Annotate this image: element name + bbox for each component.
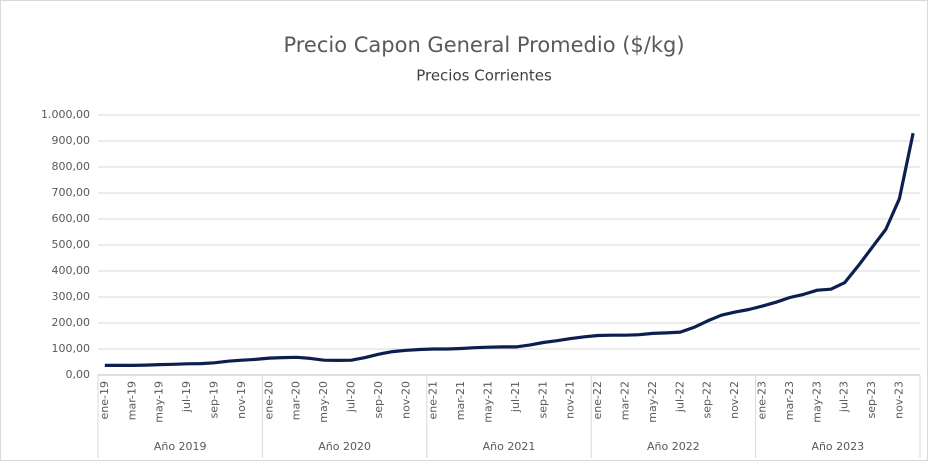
y-tick-label: 900,00 — [52, 134, 91, 147]
group-label: Año 2019 — [154, 440, 207, 453]
y-tick-label: 500,00 — [52, 238, 91, 251]
y-tick-label: 400,00 — [52, 264, 91, 277]
x-tick-label: jul-19 — [180, 381, 193, 413]
y-tick-label: 0,00 — [66, 368, 91, 381]
group-label: Año 2023 — [811, 440, 864, 453]
x-tick-label: ene-22 — [591, 381, 604, 419]
y-tick-label: 1.000,00 — [41, 108, 90, 121]
y-tick-label: 100,00 — [52, 342, 91, 355]
x-tick-label: mar-22 — [618, 381, 631, 420]
x-tick-label: jul-21 — [509, 381, 522, 413]
x-tick-label: nov-21 — [564, 381, 577, 419]
x-tick-label: sep-22 — [701, 381, 714, 418]
x-tick-label: nov-23 — [892, 381, 905, 419]
x-tick-label: ene-20 — [262, 381, 275, 419]
x-tick-label: may-22 — [646, 381, 659, 423]
x-tick-label: sep-21 — [536, 381, 549, 418]
x-tick-label: nov-19 — [235, 381, 248, 419]
x-tick-label: nov-22 — [728, 381, 741, 419]
x-tick-label: mar-20 — [290, 381, 303, 420]
y-tick-label: 200,00 — [52, 316, 91, 329]
y-tick-label: 600,00 — [52, 212, 91, 225]
x-tick-label: may-21 — [481, 381, 494, 423]
group-label: Año 2022 — [647, 440, 700, 453]
data-line — [104, 132, 915, 367]
x-tick-label: mar-21 — [454, 381, 467, 420]
x-tick-label: jul-23 — [838, 381, 851, 413]
group-label: Año 2021 — [483, 440, 536, 453]
x-tick-label: may-23 — [810, 381, 823, 423]
y-tick-label: 300,00 — [52, 290, 91, 303]
x-tick-label: sep-23 — [865, 381, 878, 418]
x-tick-label: jul-20 — [344, 381, 357, 413]
x-tick-label: sep-20 — [372, 381, 385, 418]
chart-title: Precio Capon General Promedio ($/kg) — [283, 33, 684, 57]
group-label: Año 2020 — [318, 440, 371, 453]
y-tick-label: 700,00 — [52, 186, 91, 199]
y-tick-label: 800,00 — [52, 160, 91, 173]
x-tick-label: jul-22 — [673, 381, 686, 413]
x-tick-label: sep-19 — [207, 381, 220, 418]
chart-subtitle: Precios Corrientes — [416, 67, 552, 85]
x-tick-label: ene-21 — [427, 381, 440, 419]
x-tick-label: ene-23 — [755, 381, 768, 419]
x-tick-label: may-19 — [153, 381, 166, 423]
x-tick-label: may-20 — [317, 381, 330, 423]
x-tick-label: mar-19 — [125, 381, 138, 420]
x-tick-label: nov-20 — [399, 381, 412, 419]
x-tick-label: ene-19 — [98, 381, 111, 419]
x-tick-label: mar-23 — [783, 381, 796, 420]
